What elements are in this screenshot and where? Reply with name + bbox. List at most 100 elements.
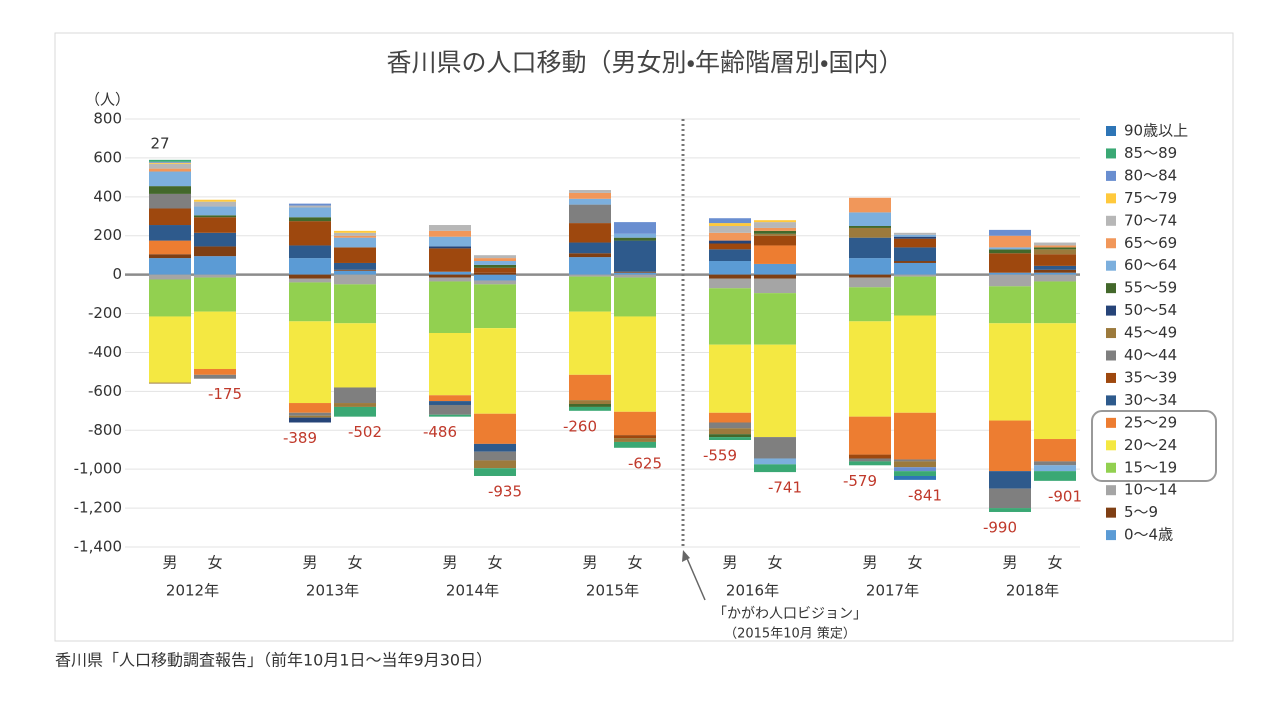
- total-label: -935: [488, 482, 522, 500]
- bar-segment: [149, 274, 191, 280]
- legend-label: 75～79: [1124, 189, 1177, 207]
- bar-segment: [429, 236, 471, 247]
- bar-segment: [989, 488, 1031, 509]
- bar-segment: [334, 323, 376, 388]
- bar-segment: [569, 223, 611, 243]
- bar-segment: [1034, 265, 1076, 270]
- bar-segment: [149, 171, 191, 187]
- bar-segment: [149, 316, 191, 383]
- legend-swatch: [1106, 395, 1116, 406]
- bar-segment: [614, 435, 656, 439]
- bar-segment: [429, 271, 471, 275]
- y-tick-label: 800: [93, 110, 122, 128]
- bar-segment: [429, 404, 471, 415]
- bar-segment: [709, 226, 751, 233]
- bar-segment: [289, 207, 331, 218]
- x-tick-label: 男: [1002, 554, 1017, 572]
- y-tick-label: 400: [93, 187, 122, 205]
- bar-segment: [894, 475, 936, 480]
- bar-segment: [569, 198, 611, 205]
- legend-swatch: [1106, 417, 1116, 428]
- bar-segment: [194, 368, 236, 375]
- chart-title: 香川県の人口移動（男女別・年齢階層別・国内）: [386, 48, 903, 77]
- bar-segment: [709, 218, 751, 224]
- bar-segment: [849, 237, 891, 259]
- bar-segment: [754, 344, 796, 438]
- bar-segment: [474, 443, 516, 452]
- bar-segment: [334, 235, 376, 238]
- bar-segment: [989, 253, 1031, 273]
- legend-swatch: [1106, 260, 1116, 271]
- bar-segment: [849, 287, 891, 322]
- bar-segment: [429, 248, 471, 272]
- bar-segment: [989, 323, 1031, 421]
- bar-segment: [849, 461, 891, 466]
- bar-segment: [709, 240, 751, 244]
- bar-segment: [289, 205, 331, 208]
- bar-segment: [474, 258, 516, 262]
- total-label: -901: [1048, 487, 1082, 505]
- bar-segment: [194, 206, 236, 216]
- bar-segment: [149, 159, 191, 162]
- group-label: 2014年: [446, 582, 499, 600]
- bar-segment: [894, 412, 936, 460]
- legend-label: 20～24: [1124, 436, 1177, 454]
- legend-label: 45～49: [1124, 324, 1177, 342]
- bar-segment: [474, 255, 516, 259]
- bar-segment: [894, 261, 936, 263]
- total-label: 27: [150, 134, 169, 152]
- x-tick-label: 男: [722, 554, 737, 572]
- bar-segment: [194, 201, 236, 207]
- bar-segment: [894, 461, 936, 468]
- bar-segment: [754, 437, 796, 459]
- bar-segment: [429, 401, 471, 405]
- bar-segment: [614, 271, 656, 273]
- annotation: 「かがわ人口ビジョン」: [713, 606, 867, 622]
- bar-segment: [754, 245, 796, 264]
- y-tick-label: 200: [93, 226, 122, 244]
- bar-segment: [989, 247, 1031, 250]
- bar-segment: [1034, 249, 1076, 255]
- bar-segment: [429, 395, 471, 402]
- total-label: -486: [423, 423, 457, 441]
- x-tick-label: 男: [582, 554, 597, 572]
- total-label: -990: [983, 518, 1017, 536]
- bar-segment: [569, 274, 611, 277]
- bar-segment: [709, 274, 751, 279]
- arrow-head: [682, 550, 690, 562]
- bar-segment: [894, 467, 936, 472]
- bar-segment: [289, 217, 331, 222]
- bar-segment: [989, 229, 1031, 236]
- bar-segment: [849, 212, 891, 226]
- x-tick-label: 女: [767, 554, 782, 572]
- bar-segment: [1034, 254, 1076, 266]
- x-tick-label: 女: [207, 554, 222, 572]
- bar-segment: [709, 232, 751, 241]
- bar-segment: [709, 437, 751, 440]
- bar-segment: [334, 387, 376, 404]
- bar-segment: [334, 232, 376, 236]
- legend-swatch: [1106, 305, 1116, 316]
- legend-label: 65～69: [1124, 234, 1177, 252]
- legend-label: 10～14: [1124, 481, 1177, 499]
- y-tick-label: -200: [88, 304, 122, 322]
- bar-segment: [754, 464, 796, 473]
- bar-segment: [569, 257, 611, 275]
- bar-segment: [894, 459, 936, 462]
- bar-segment: [1034, 461, 1076, 466]
- bar-segment: [614, 222, 656, 234]
- bar-segment: [614, 272, 656, 275]
- bar-segment: [149, 186, 191, 194]
- bar-segment: [849, 416, 891, 455]
- bar-segment: [989, 274, 1031, 287]
- bar-segment: [569, 374, 611, 401]
- bar-segment: [569, 404, 611, 407]
- bar-segment: [334, 274, 376, 285]
- legend-swatch: [1106, 148, 1116, 159]
- legend-swatch: [1106, 462, 1116, 473]
- bar-segment: [849, 226, 891, 228]
- bar-segment: [334, 230, 376, 233]
- annotation: （2015年10月 策定）: [724, 626, 856, 642]
